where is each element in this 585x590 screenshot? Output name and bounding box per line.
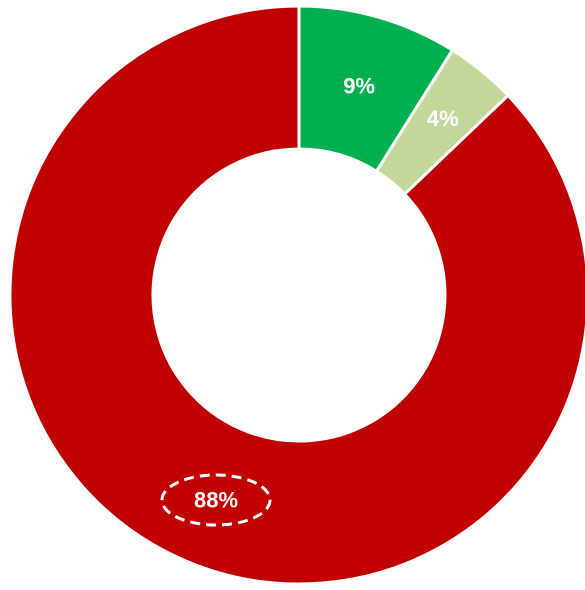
slice-label-1: 9% [343, 73, 375, 98]
slice-label-2: 4% [427, 106, 459, 131]
donut-slice-3 [8, 4, 585, 586]
highlight-ellipse [160, 473, 272, 527]
slice-label-3: 88% [194, 488, 238, 513]
